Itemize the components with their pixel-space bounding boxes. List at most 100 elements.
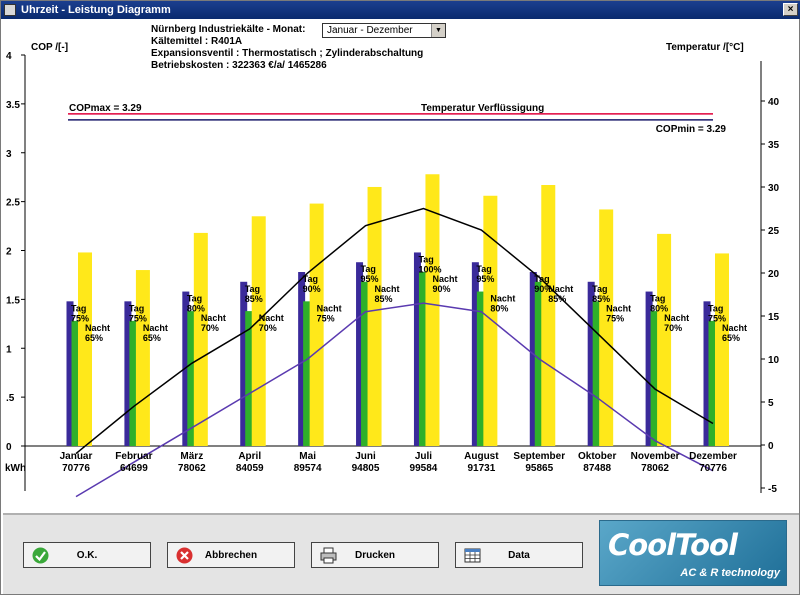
- nacht-label: Nacht 75%: [606, 303, 631, 323]
- right-axis-tick-label: 40: [768, 97, 780, 108]
- logo-brand: CoolTool: [608, 528, 738, 562]
- cop-bar-green: [187, 311, 197, 446]
- cooltool-logo: CoolTool AC & R technology: [599, 520, 787, 586]
- cop-bar-green: [71, 320, 81, 446]
- print-button[interactable]: Drucken: [311, 542, 439, 568]
- month-label: Februar: [115, 451, 152, 462]
- tag-label: Tag 75%: [71, 303, 89, 323]
- left-axis-tick-label: .5: [6, 393, 15, 404]
- left-axis-title: COP /[-]: [31, 42, 69, 53]
- month-select[interactable]: Januar - Dezember ▼: [322, 23, 446, 38]
- kwh-value: 91731: [467, 463, 495, 474]
- kwh-value: 89574: [294, 463, 322, 474]
- kwh-value: 78062: [641, 463, 669, 474]
- tag-label: Tag 95%: [476, 264, 494, 284]
- cop-bar-blue: [529, 272, 537, 446]
- cop-bar-yellow: [715, 253, 729, 446]
- nacht-label: Nacht 90%: [432, 274, 457, 294]
- nacht-label: Nacht 70%: [201, 313, 226, 333]
- table-icon: [464, 548, 481, 563]
- nacht-label: Nacht 75%: [317, 303, 342, 323]
- cop-bar-yellow: [541, 185, 556, 446]
- nacht-label: Nacht 65%: [722, 323, 747, 343]
- cop-bar-yellow: [599, 209, 614, 446]
- cop-temperature-chart: 0 .5 1 1.5 2 2.5 3 3.5 4 -5 0 5 10 15 20 25 30 35 40 COPmax…: [5, 51, 780, 498]
- chevron-down-icon[interactable]: ▼: [431, 24, 445, 37]
- data-button[interactable]: Data: [455, 542, 583, 568]
- reference-line-label: COPmin = 3.29: [656, 124, 727, 135]
- month-label: Dezember: [689, 451, 737, 462]
- month-label: Juli: [415, 451, 432, 462]
- logo-tagline: AC & R technology: [680, 567, 780, 579]
- right-axis-tick-label: 30: [768, 183, 780, 194]
- left-axis-tick-label: 3: [6, 149, 12, 160]
- cop-bar-green: [476, 291, 486, 446]
- cop-bar-blue: [182, 291, 190, 446]
- cop-bar-green: [534, 281, 544, 446]
- title-bar: Uhrzeit - Leistung Diagramm ×: [1, 1, 800, 19]
- cancel-button[interactable]: Abbrechen: [167, 542, 295, 568]
- month-label: Januar: [60, 451, 93, 462]
- left-axis-tick-label: 2: [6, 247, 12, 258]
- cop-bar-yellow: [309, 203, 324, 446]
- info-location: Nürnberg Industriekälte - Monat:: [151, 24, 306, 35]
- left-axis-tick-label: 4: [6, 51, 12, 62]
- month-label: Juni: [355, 451, 376, 462]
- left-axis-tick-label: 3.5: [6, 100, 20, 111]
- right-axis-tick-label: 0: [768, 441, 774, 452]
- check-icon: [32, 547, 49, 564]
- kwh-unit-label: kWh: [5, 463, 26, 474]
- nacht-label: Nacht 80%: [490, 294, 515, 314]
- cop-bar-blue: [645, 291, 653, 446]
- month-label: Mai: [299, 451, 316, 462]
- kwh-value: 87488: [583, 463, 611, 474]
- cop-bar-blue: [703, 301, 711, 446]
- evaporation-line: [75, 302, 714, 498]
- close-icon[interactable]: ×: [783, 3, 798, 16]
- cop-bar-green: [650, 311, 660, 446]
- tag-label: Tag 75%: [129, 303, 147, 323]
- window-title: Uhrzeit - Leistung Diagramm: [21, 4, 171, 16]
- left-axis-tick-label: 2.5: [6, 198, 20, 209]
- cop-bar-yellow: [483, 195, 498, 446]
- nacht-label: Nacht 70%: [259, 313, 284, 333]
- month-label: November: [631, 451, 680, 462]
- cop-bar-blue: [413, 252, 421, 446]
- right-axis-tick-label: 15: [768, 312, 780, 323]
- nacht-label: Nacht 65%: [85, 323, 110, 343]
- cop-bar-yellow: [657, 233, 672, 446]
- month-label: August: [464, 451, 499, 462]
- kwh-value: 84059: [236, 463, 264, 474]
- cop-bar-blue: [124, 301, 132, 446]
- data-button-label: Data: [508, 550, 530, 561]
- cop-bar-blue: [587, 281, 595, 446]
- right-axis-title: Temperatur /[°C]: [666, 42, 744, 53]
- tag-label: Tag 75%: [708, 303, 726, 323]
- month-label: März: [180, 451, 203, 462]
- ok-button-label: O.K.: [76, 550, 98, 561]
- info-expansion-valve: Expansionsventil : Thermostatisch ; Zyli…: [151, 48, 424, 59]
- right-axis-tick-label: 5: [768, 398, 774, 409]
- cop-bar-green: [245, 311, 255, 446]
- month-label: April: [238, 451, 261, 462]
- cop-bar-green: [418, 272, 428, 446]
- temperature-line: [75, 207, 714, 455]
- right-axis-tick-label: -5: [768, 484, 777, 495]
- cop-bar-green: [708, 320, 718, 446]
- cop-bar-blue: [240, 281, 248, 446]
- left-axis-tick-label: 0: [6, 442, 12, 453]
- cop-bar-blue: [298, 272, 306, 446]
- cop-bar-blue: [356, 262, 364, 446]
- kwh-value: 70776: [699, 463, 727, 474]
- tag-label: Tag 90%: [303, 274, 321, 294]
- ok-button[interactable]: O.K.: [23, 542, 151, 568]
- cop-bar-green: [592, 301, 602, 446]
- cancel-icon: [176, 547, 193, 564]
- cancel-button-label: Abbrechen: [204, 550, 258, 561]
- right-axis-tick-label: 25: [768, 226, 780, 237]
- nacht-label: Nacht 65%: [143, 323, 168, 343]
- cop-bar-yellow: [251, 216, 266, 446]
- cop-bar-blue: [66, 301, 74, 446]
- nacht-label: Nacht 70%: [664, 313, 689, 333]
- left-axis-tick-label: 1.5: [6, 295, 20, 306]
